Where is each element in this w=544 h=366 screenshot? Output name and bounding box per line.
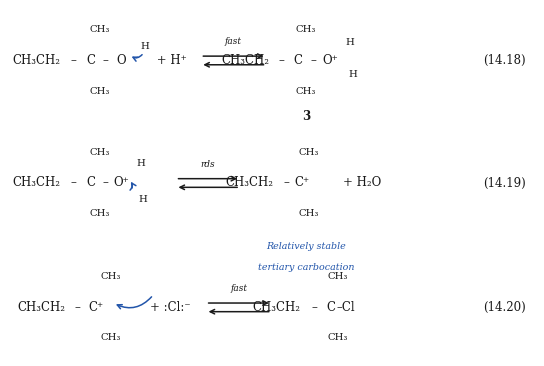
Text: CH₃: CH₃	[90, 148, 110, 157]
Text: C: C	[294, 54, 302, 67]
Text: rds: rds	[201, 160, 215, 169]
Text: CH₃: CH₃	[296, 25, 316, 34]
Text: tertiary carbocation: tertiary carbocation	[258, 263, 354, 272]
Text: CH₃: CH₃	[90, 87, 110, 96]
Text: Relatively stable: Relatively stable	[266, 242, 346, 251]
Text: CH₃CH₂: CH₃CH₂	[13, 176, 60, 190]
Text: CH₃: CH₃	[299, 148, 319, 157]
Text: C: C	[86, 54, 96, 67]
Text: C⁺: C⁺	[295, 176, 310, 190]
Text: + :Cl:⁻: + :Cl:⁻	[150, 301, 191, 314]
Text: –: –	[71, 54, 77, 67]
Text: CH₃: CH₃	[327, 272, 348, 281]
Text: fast: fast	[230, 284, 247, 293]
Text: –: –	[310, 54, 316, 67]
Text: –: –	[102, 54, 108, 67]
Text: CH₃CH₂: CH₃CH₂	[253, 301, 301, 314]
Text: CH₃: CH₃	[296, 87, 316, 96]
Text: CH₃: CH₃	[101, 272, 121, 281]
Text: (14.20): (14.20)	[483, 301, 526, 314]
Text: H: H	[345, 38, 354, 47]
FancyArrowPatch shape	[130, 183, 136, 190]
Text: –Cl: –Cl	[336, 301, 355, 314]
Text: –: –	[102, 176, 108, 190]
Text: CH₃: CH₃	[90, 209, 110, 218]
Text: C: C	[86, 176, 96, 190]
Text: CH₃CH₂: CH₃CH₂	[225, 176, 273, 190]
Text: + H⁺: + H⁺	[153, 54, 187, 67]
Text: (14.19): (14.19)	[483, 176, 526, 190]
Text: CH₃: CH₃	[90, 25, 110, 34]
Text: H: H	[138, 195, 147, 204]
Text: O: O	[116, 54, 126, 67]
Text: CH₃: CH₃	[299, 209, 319, 218]
Text: fast: fast	[225, 37, 242, 46]
Text: (14.18): (14.18)	[483, 54, 526, 67]
Text: –: –	[75, 301, 81, 314]
Text: 3: 3	[302, 110, 310, 123]
Text: H: H	[137, 159, 146, 168]
FancyArrowPatch shape	[118, 297, 152, 309]
Text: O⁺: O⁺	[322, 54, 338, 67]
Text: C⁺: C⁺	[89, 301, 104, 314]
Text: CH₃: CH₃	[327, 333, 348, 343]
FancyArrowPatch shape	[133, 55, 142, 61]
Text: + H₂O: + H₂O	[343, 176, 381, 190]
Text: –: –	[71, 176, 77, 190]
Text: H: H	[140, 41, 149, 51]
Text: O⁺: O⁺	[113, 176, 129, 190]
Text: CH₃CH₂: CH₃CH₂	[13, 54, 60, 67]
Text: CH₃CH₂: CH₃CH₂	[17, 301, 66, 314]
Text: –: –	[283, 176, 289, 190]
Text: CH₃: CH₃	[101, 333, 121, 343]
Text: –: –	[279, 54, 284, 67]
Text: CH₃CH₂: CH₃CH₂	[221, 54, 269, 67]
Text: H: H	[348, 70, 357, 79]
Text: C: C	[326, 301, 336, 314]
Text: –: –	[311, 301, 317, 314]
